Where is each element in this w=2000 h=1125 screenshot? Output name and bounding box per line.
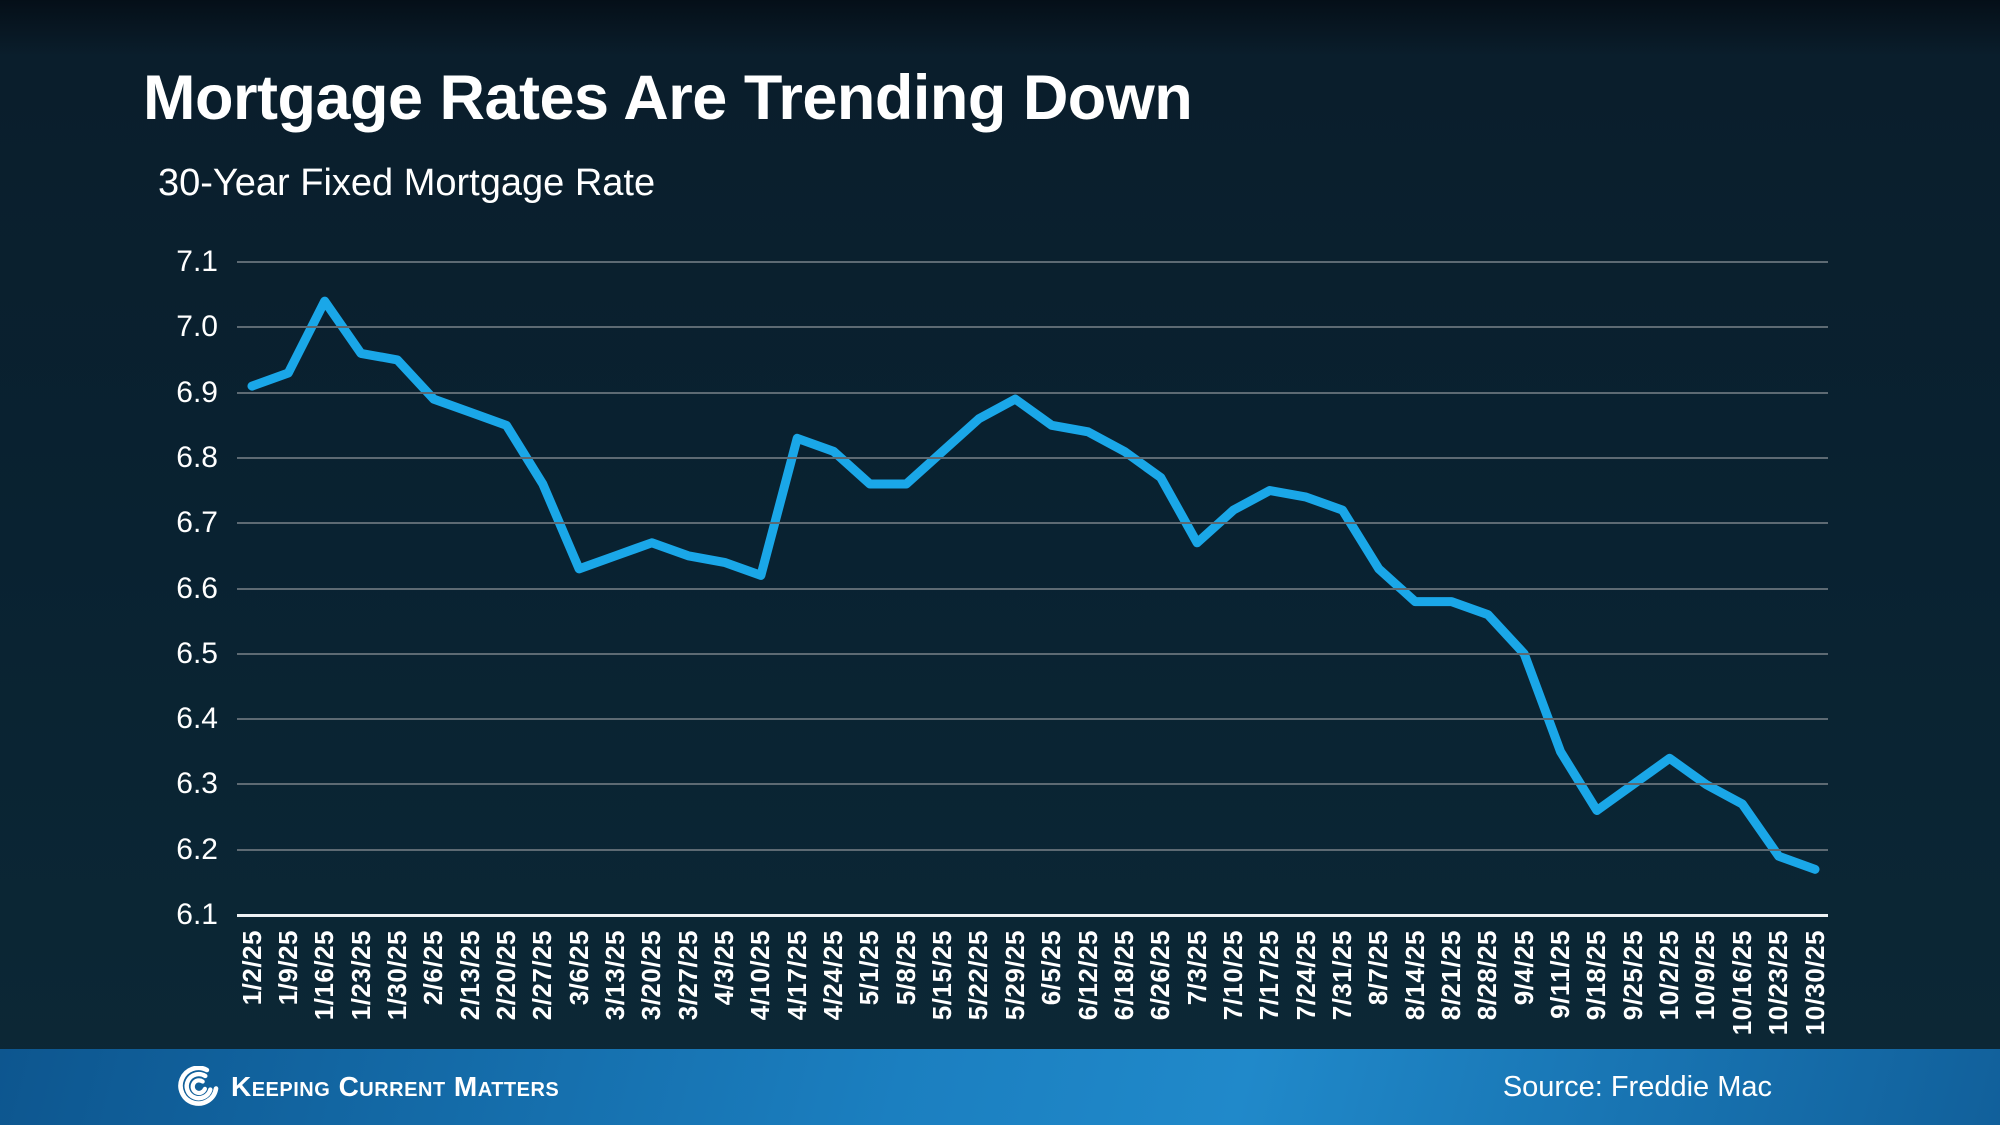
- x-tick-label: 4/10/25: [745, 930, 776, 1021]
- y-gridline: [237, 718, 1828, 721]
- x-tick-label: 7/24/25: [1290, 930, 1321, 1021]
- y-tick-label: 7.0: [176, 310, 218, 344]
- page-title: Mortgage Rates Are Trending Down: [143, 63, 1193, 133]
- x-tick-label: 3/27/25: [672, 930, 703, 1021]
- x-tick-label: 3/6/25: [563, 930, 594, 1006]
- x-tick-label: 1/16/25: [309, 930, 340, 1021]
- x-tick-label: 5/29/25: [999, 930, 1030, 1021]
- x-tick-label: 10/30/25: [1799, 930, 1830, 1036]
- x-tick-label: 9/11/25: [1545, 930, 1576, 1019]
- x-tick-label: 1/30/25: [381, 930, 412, 1021]
- x-tick-label: 8/7/25: [1363, 930, 1394, 1006]
- rate-line: [247, 296, 1820, 874]
- x-tick-label: 4/17/25: [781, 930, 812, 1021]
- x-tick-label: 2/6/25: [418, 930, 449, 1006]
- x-tick-label: 8/14/25: [1399, 930, 1430, 1021]
- y-gridline: [237, 522, 1828, 525]
- y-gridline: [237, 587, 1828, 590]
- y-gridline: [237, 326, 1828, 329]
- y-tick-label: 6.9: [176, 375, 218, 409]
- x-tick-label: 7/17/25: [1254, 930, 1285, 1021]
- x-tick-label: 5/8/25: [890, 930, 921, 1006]
- x-tick-label: 10/23/25: [1763, 930, 1794, 1036]
- y-tick-label: 6.4: [176, 702, 218, 736]
- x-tick-label: 9/4/25: [1508, 930, 1539, 1006]
- x-tick-label: 10/2/25: [1654, 930, 1685, 1021]
- x-tick-label: 5/22/25: [963, 930, 994, 1021]
- x-tick-label: 8/28/25: [1472, 930, 1503, 1021]
- x-tick-label: 6/12/25: [1072, 930, 1103, 1021]
- x-tick-label: 7/3/25: [1181, 930, 1212, 1006]
- x-tick-label: 2/20/25: [490, 930, 521, 1021]
- x-tick-label: 9/25/25: [1617, 930, 1648, 1021]
- y-gridline: [237, 391, 1828, 394]
- x-tick-label: 3/20/25: [636, 930, 667, 1021]
- y-tick-label: 6.3: [176, 767, 218, 801]
- x-tick-label: 5/15/25: [927, 930, 958, 1021]
- x-tick-label: 7/10/25: [1217, 930, 1248, 1021]
- y-gridline: [237, 783, 1828, 786]
- x-tick-label: 3/13/25: [599, 930, 630, 1021]
- x-tick-label: 6/26/25: [1145, 930, 1176, 1021]
- x-axis-line: [237, 913, 1828, 917]
- x-tick-label: 1/23/25: [345, 930, 376, 1021]
- y-tick-label: 6.6: [176, 571, 218, 605]
- x-tick-label: 5/1/25: [854, 930, 885, 1006]
- chart-subtitle: 30-Year Fixed Mortgage Rate: [158, 162, 656, 204]
- x-tick-label: 1/2/25: [236, 930, 267, 1006]
- x-tick-label: 6/5/25: [1036, 930, 1067, 1006]
- y-gridline: [237, 848, 1828, 851]
- y-tick-label: 6.2: [176, 832, 218, 866]
- y-tick-label: 7.1: [176, 245, 218, 278]
- x-tick-label: 10/16/25: [1726, 930, 1757, 1036]
- x-tick-label: 2/13/25: [454, 930, 485, 1021]
- x-tick-label: 7/31/25: [1326, 930, 1357, 1021]
- y-gridline: [237, 261, 1828, 263]
- brand-lockup: Keeping Current Matters: [178, 1049, 559, 1125]
- x-tick-label: 10/9/25: [1690, 930, 1721, 1021]
- y-tick-label: 6.5: [176, 636, 218, 670]
- footer-bar: Keeping Current Matters Source: Freddie …: [0, 1049, 2000, 1125]
- x-tick-label: 8/21/25: [1436, 930, 1466, 1021]
- x-tick-label: 6/18/25: [1108, 930, 1139, 1021]
- x-tick-label: 4/3/25: [709, 930, 740, 1006]
- y-tick-label: 6.1: [176, 898, 218, 931]
- y-gridline: [237, 456, 1828, 459]
- y-tick-label: 6.7: [176, 506, 218, 540]
- brand-name: Keeping Current Matters: [231, 1071, 560, 1102]
- y-tick-label: 6.8: [176, 440, 218, 474]
- x-tick-label: 9/18/25: [1581, 930, 1612, 1021]
- source-attribution: Source: Freddie Mac: [1502, 1070, 1772, 1103]
- y-gridline: [237, 652, 1828, 655]
- x-tick-label: 4/24/25: [818, 930, 849, 1021]
- x-tick-label: 2/27/25: [527, 930, 558, 1021]
- x-tick-label: 1/9/25: [272, 930, 303, 1006]
- kcm-spiral-logo-icon: [178, 1066, 219, 1106]
